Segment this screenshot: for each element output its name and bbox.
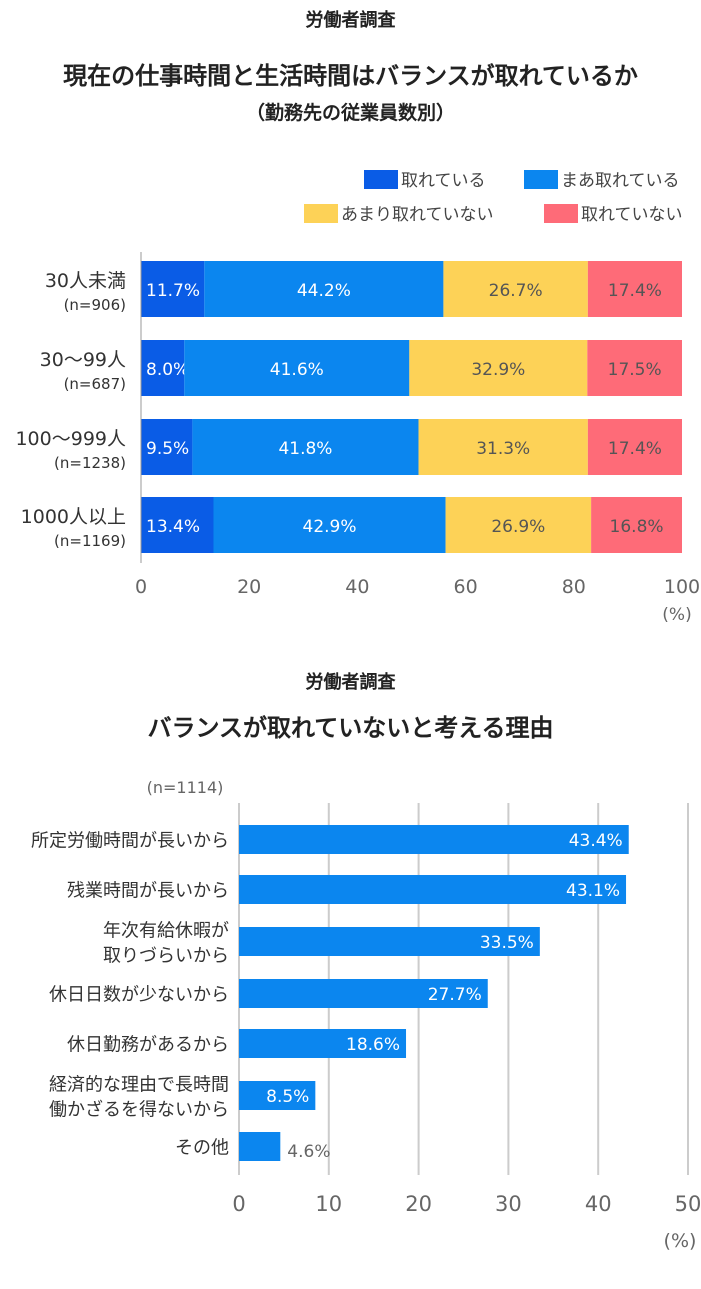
bar-segment	[141, 497, 214, 553]
bar-segment	[184, 340, 410, 396]
x-tick-label: 30	[495, 1192, 522, 1216]
bar	[239, 1029, 407, 1058]
bar-segment	[204, 261, 444, 317]
category-n-label: (n=687)	[64, 375, 126, 393]
category-label: 働かざるを得ないから	[49, 1099, 229, 1121]
bar-segment	[141, 261, 205, 317]
x-tick-label: 80	[562, 576, 586, 598]
category-label: 30人未満	[45, 270, 126, 292]
bar-value-label: 8.5%	[266, 1087, 309, 1107]
bar-value-label: 11.7%	[146, 281, 200, 301]
bar-segment	[587, 340, 682, 396]
x-axis-unit: (%)	[662, 605, 691, 625]
x-tick-label: 40	[585, 1192, 612, 1216]
x-tick-label: 40	[345, 576, 369, 598]
bar	[239, 825, 629, 854]
category-label: 残業時間が長いから	[67, 881, 229, 902]
bar-value-label: 18.6%	[346, 1035, 400, 1055]
bar-segment	[141, 419, 193, 475]
category-n-label: (n=1169)	[54, 532, 126, 550]
bar-segment	[409, 340, 588, 396]
chart2-bar: (n=1114) 43.4% 所定労働時間が長いから 43.1% 残業時間が長いから 33…	[31, 778, 701, 1252]
x-tick-label: 20	[237, 576, 261, 598]
bar-value-label: 17.4%	[608, 281, 662, 301]
bar-value-label: 4.6%	[287, 1142, 330, 1162]
category-label: 100〜999人	[15, 428, 126, 450]
category-label: 1000人以上	[21, 506, 126, 528]
bar-segment	[141, 340, 185, 396]
bar-value-label: 43.4%	[569, 831, 623, 851]
bar-value-label: 32.9%	[471, 360, 525, 380]
bar-segment	[587, 419, 682, 475]
bar	[239, 927, 540, 956]
bar-value-label: 27.7%	[428, 985, 482, 1005]
chart1-title: 現在の仕事時間と生活時間はバランスが取れているか	[63, 62, 638, 90]
category-label: 年次有給休暇が	[103, 921, 229, 942]
bar	[239, 1132, 281, 1161]
bar-value-label: 16.8%	[610, 517, 664, 537]
bar	[239, 875, 627, 904]
bar	[239, 1081, 316, 1110]
x-tick-label: 10	[315, 1192, 342, 1216]
bar-value-label: 9.5%	[146, 439, 189, 459]
n-label: (n=1114)	[147, 778, 224, 797]
chart2-title: バランスが取れていないと考える理由	[147, 714, 554, 742]
chart2-survey-label: 労働者調査	[305, 672, 396, 693]
legend-swatch-2	[524, 170, 558, 189]
bar-segment	[443, 261, 588, 317]
bar-value-label: 26.9%	[491, 517, 545, 537]
x-tick-label: 0	[135, 576, 147, 598]
legend-label-2: まあ取れている	[561, 171, 680, 191]
bar-value-label: 17.5%	[608, 360, 662, 380]
bar-segment	[213, 497, 446, 553]
legend-swatch-4	[544, 204, 578, 223]
x-axis-unit: (%)	[664, 1230, 697, 1252]
legend-label-4: 取れていない	[581, 205, 683, 225]
category-n-label: (n=906)	[64, 296, 126, 314]
bar-segment	[591, 497, 682, 553]
bar-value-label: 42.9%	[303, 517, 357, 537]
x-tick-label: 50	[675, 1192, 701, 1216]
bar-value-label: 41.6%	[270, 360, 324, 380]
category-label: 経済的な理由で長時間	[49, 1075, 229, 1096]
category-label: 休日日数が少ないから	[49, 985, 229, 1006]
bar-value-label: 33.5%	[480, 933, 534, 953]
legend-label-1: 取れている	[401, 171, 486, 191]
bar-value-label: 31.3%	[476, 439, 530, 459]
category-n-label: (n=1238)	[54, 454, 126, 472]
bar-value-label: 26.7%	[489, 281, 543, 301]
bar-segment	[445, 497, 592, 553]
legend-swatch-3	[304, 204, 338, 223]
bar-value-label: 44.2%	[297, 281, 351, 301]
bar-value-label: 13.4%	[146, 517, 200, 537]
chart1-survey-label: 労働者調査	[305, 10, 396, 31]
bar	[239, 979, 488, 1008]
category-label: 30〜99人	[40, 349, 126, 371]
bar-segment	[192, 419, 419, 475]
x-tick-label: 0	[232, 1192, 245, 1216]
bar-value-label: 43.1%	[566, 881, 620, 901]
legend-label-3: あまり取れていない	[341, 205, 494, 225]
x-tick-label: 100	[664, 576, 700, 598]
category-label: 取りづらいから	[103, 946, 229, 967]
bar-segment	[587, 261, 682, 317]
bar-value-label: 8.0%	[146, 360, 189, 380]
bar-segment	[418, 419, 588, 475]
chart1-subtitle: （勤務先の従業員数別）	[245, 102, 455, 124]
legend-swatch-1	[364, 170, 398, 189]
category-label: 所定労働時間が長いから	[31, 831, 229, 852]
bar-value-label: 41.8%	[278, 439, 332, 459]
x-tick-label: 60	[454, 576, 478, 598]
category-label: その他	[175, 1138, 229, 1159]
x-tick-label: 20	[405, 1192, 432, 1216]
bar-value-label: 17.4%	[608, 439, 662, 459]
category-label: 休日勤務があるから	[67, 1035, 229, 1056]
